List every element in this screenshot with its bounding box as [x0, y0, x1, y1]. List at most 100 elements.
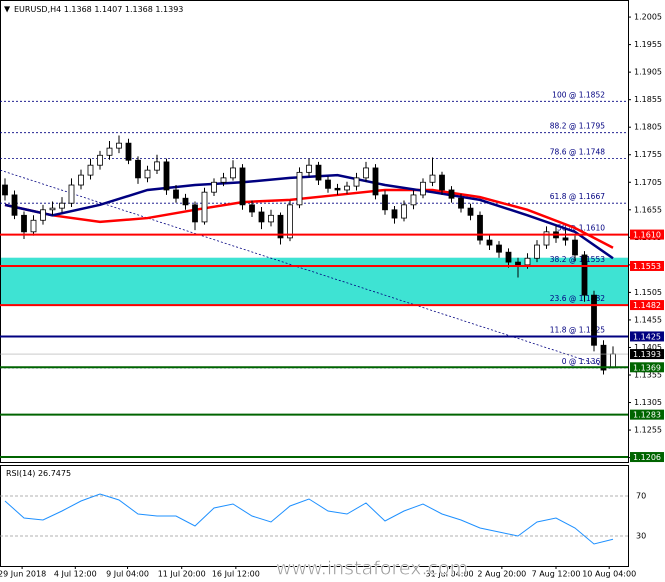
x-tick-label: 29 Jun 2018	[0, 570, 46, 579]
x-tick-label: 9 Jul 04:00	[106, 570, 149, 579]
candle-body	[249, 204, 255, 213]
fib-label: 88.2 @ 1.1795	[550, 122, 605, 131]
y-tick-label: 1.1505	[634, 288, 662, 297]
candle-body	[49, 207, 56, 211]
price-label: 1.1283	[633, 411, 661, 420]
candle-body	[106, 147, 113, 156]
candle-body	[429, 174, 436, 183]
x-tick-label: 16 Jul 12:00	[212, 570, 260, 579]
candle-body	[201, 191, 208, 223]
zone	[1, 257, 628, 306]
candle-body	[258, 211, 265, 223]
header: EURUSD,H4 1.1368 1.1407 1.1368 1.1393	[14, 5, 183, 14]
candle-body	[581, 254, 588, 296]
candle-body	[372, 167, 379, 196]
candle-body	[344, 185, 350, 191]
price-label-box	[630, 362, 664, 373]
candle-body	[562, 237, 569, 241]
moving-average	[4, 173, 614, 260]
candle-body	[296, 171, 303, 206]
candle-body	[534, 244, 540, 259]
fib-label: 50 @ 1.1610	[557, 224, 605, 233]
y-tick-label: 1.1305	[634, 398, 662, 407]
rsi-title: RSI(14) 26.7475	[6, 469, 71, 478]
candle-body	[353, 177, 360, 187]
candle-body	[401, 204, 407, 219]
candle-body	[182, 197, 189, 206]
y-tick-label: 1.1705	[634, 178, 662, 187]
price-label-box	[630, 409, 664, 420]
candle-body	[163, 161, 170, 191]
y-tick-label: 1.1355	[634, 370, 662, 379]
price-label: 1.1610	[633, 231, 661, 240]
price-label-box	[630, 229, 664, 240]
header-value: EURUSD,H4	[14, 5, 61, 14]
candle-body	[477, 214, 483, 241]
y-tick-label: 1.1855	[634, 95, 662, 104]
candle-body	[600, 344, 607, 371]
candle-body	[2, 184, 8, 196]
candle-body	[78, 174, 84, 186]
y-tick-label: 1.1805	[634, 123, 662, 132]
candle-body	[306, 164, 312, 173]
candle-body	[410, 194, 417, 206]
price-label: 1.1369	[633, 363, 661, 372]
x-tick-label: 31 Jul 04:00	[426, 570, 474, 579]
candle-body	[334, 187, 341, 191]
header-value: 1.1393	[155, 5, 183, 14]
x-tick-label: 10 Aug 04:00	[582, 570, 636, 579]
rsi-line	[4, 493, 614, 545]
fib-label: 38.2 @ 1.1553	[550, 255, 605, 264]
price-label: 1.1393	[633, 350, 661, 359]
price-panel	[0, 0, 629, 463]
candle-body	[87, 164, 94, 176]
menu-arrow: ▼	[4, 5, 11, 14]
price-label-box	[630, 260, 664, 271]
watermark: www.instaforex.com	[276, 558, 468, 580]
price-label: 1.1553	[633, 262, 661, 271]
candle-body	[239, 167, 246, 206]
y-tick-label: 1.1455	[634, 315, 662, 324]
candle-body	[363, 167, 369, 179]
layer: 1.2005 1.1955 1.1905 1.1855 1.1805 1.1755 1.17…	[0, 13, 664, 579]
fib-label: 23.6 @ 1.1482	[550, 294, 605, 303]
price-label: 1.1482	[633, 301, 661, 310]
candle-body	[420, 181, 426, 196]
candle-body	[591, 294, 597, 346]
candle-body	[524, 257, 531, 266]
header-value: 26.7475	[38, 469, 71, 478]
moving-average	[4, 188, 614, 249]
candle-body	[486, 239, 493, 246]
trendline	[0, 169, 611, 369]
candle-body	[325, 179, 331, 189]
y-tick-label: 1.1655	[634, 205, 662, 214]
candle-body	[154, 161, 160, 171]
candle-body	[382, 194, 388, 211]
candle-body	[572, 239, 578, 256]
fib-label: 78.6 @ 1.1748	[550, 148, 605, 157]
candle-body	[458, 197, 464, 209]
candle-body	[125, 142, 132, 161]
y-tick-label: 1.1405	[634, 343, 662, 352]
fib-label: 0 @ 1.1368	[562, 357, 606, 366]
candle-body	[391, 209, 398, 219]
candle-body	[40, 209, 46, 221]
fib-label: 11.8 @ 1.1425	[550, 325, 605, 334]
candle-body	[610, 353, 616, 369]
candle-body	[68, 184, 75, 204]
candle-body	[448, 189, 455, 199]
candle-body	[144, 169, 151, 179]
header-value: 1.1368	[64, 5, 92, 14]
price-label-box	[630, 331, 664, 342]
rsi-tick-label: 70	[636, 492, 646, 501]
header-value: RSI(14)	[6, 469, 35, 478]
candle-body	[505, 251, 512, 263]
candle-body	[496, 244, 502, 253]
fib-label: 61.8 @ 1.1667	[550, 192, 605, 201]
price-label: 1.1206	[633, 453, 661, 462]
candle-body	[116, 142, 122, 149]
candle-body	[467, 207, 474, 216]
rsi-tick-label: 30	[636, 532, 646, 541]
y-tick-label: 1.1755	[634, 150, 662, 159]
